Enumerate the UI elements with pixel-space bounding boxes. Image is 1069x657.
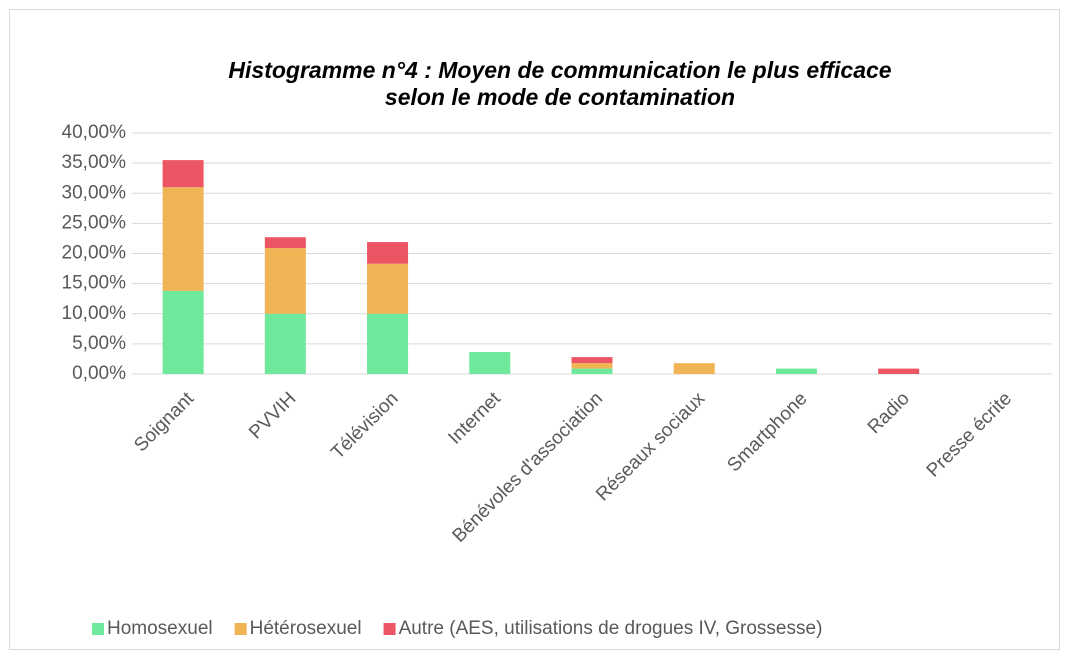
bar-segment (469, 352, 511, 374)
bar-segment (878, 368, 920, 374)
legend-swatch (92, 623, 104, 635)
bar-segment (162, 290, 204, 374)
chart-title: Histogramme n°4 : Moyen de communication… (228, 57, 891, 83)
y-tick-label: 35,00% (62, 152, 127, 173)
bar-segment (571, 363, 613, 369)
y-tick-label: 40,00% (62, 122, 127, 143)
bar-segment (367, 263, 409, 314)
y-tick-label: 15,00% (62, 273, 127, 294)
bar-segment (264, 313, 306, 374)
bar-segment (571, 357, 613, 364)
bar-segment (264, 248, 306, 314)
bar-segment (264, 237, 306, 249)
bar-segment (367, 313, 409, 374)
bar-segment (162, 187, 204, 291)
legend-label: Hétérosexuel (250, 618, 362, 639)
legend-label: Autre (AES, utilisations de drogues IV, … (399, 618, 823, 639)
bar-segment (571, 368, 613, 374)
chart-title: selon le mode de contamination (385, 84, 735, 110)
legend-swatch (234, 623, 247, 635)
bar-segment (367, 242, 409, 264)
bar-segment (673, 363, 715, 374)
y-tick-label: 10,00% (62, 303, 127, 324)
y-tick-label: 0,00% (72, 363, 126, 384)
y-tick-label: 20,00% (62, 243, 127, 264)
legend-swatch (383, 623, 396, 635)
legend-label: Homosexuel (107, 618, 213, 639)
bar-segment (162, 160, 204, 188)
y-tick-label: 25,00% (62, 212, 127, 233)
bar-segment (775, 368, 817, 374)
y-tick-label: 30,00% (62, 182, 127, 203)
y-tick-label: 5,00% (72, 333, 126, 354)
